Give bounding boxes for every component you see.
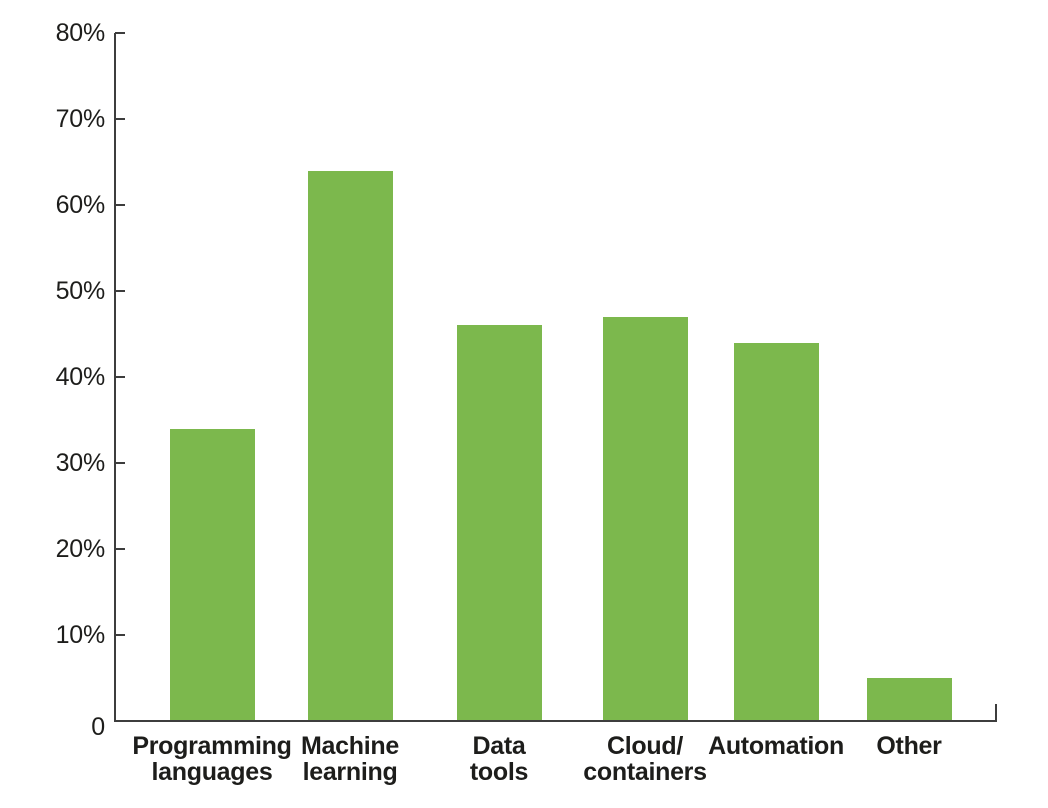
x-category-label-machine-learning: Machine learning	[245, 733, 455, 785]
y-tick-label: 40%	[55, 363, 106, 391]
bar-programming-languages	[169, 428, 255, 721]
x-category-label-other: Other	[804, 733, 1014, 759]
y-axis-tick	[115, 204, 125, 206]
x-axis	[114, 720, 997, 722]
y-tick-label: 60%	[55, 191, 106, 219]
x-category-label-line: containers	[583, 758, 707, 786]
bar-other	[866, 678, 952, 721]
y-axis-tick	[115, 32, 125, 34]
bar-machine-learning	[307, 170, 393, 721]
y-axis-tick	[115, 462, 125, 464]
y-tick-label: 50%	[55, 277, 106, 305]
bar-automation	[733, 342, 819, 721]
x-category-label-line: Other	[876, 732, 942, 760]
x-category-label-line: Programming	[132, 732, 292, 760]
x-category-label-data-tools: Data tools	[394, 733, 604, 785]
x-category-label-line: Machine	[301, 732, 399, 760]
x-category-label-line: Automation	[708, 732, 844, 760]
y-tick-label: 30%	[55, 449, 106, 477]
y-tick-label: 20%	[55, 535, 106, 563]
x-category-label-line: Cloud/	[607, 732, 683, 760]
y-tick-label: 80%	[55, 19, 106, 47]
x-category-label-line: Data	[472, 732, 526, 760]
y-tick-label: 10%	[55, 621, 106, 649]
y-axis-tick	[115, 376, 125, 378]
x-category-label-programming-languages: Programming languages	[107, 733, 317, 785]
y-axis-tick	[115, 118, 125, 120]
y-axis-tick	[115, 548, 125, 550]
y-axis-tick	[115, 290, 125, 292]
x-category-label-line: languages	[151, 758, 273, 786]
bar-cloud-containers	[602, 316, 688, 721]
x-axis-end-tick	[995, 704, 997, 721]
y-axis-tick	[115, 634, 125, 636]
x-category-label-cloud-containers: Cloud/containers	[540, 733, 750, 785]
y-tick-label: 70%	[55, 105, 106, 133]
x-category-label-line: tools	[469, 758, 529, 786]
x-category-label-line: learning	[302, 758, 398, 786]
y-tick-label: 0	[91, 713, 105, 741]
bar-data-tools	[456, 325, 542, 721]
x-category-label-automation: Automation	[671, 733, 881, 759]
